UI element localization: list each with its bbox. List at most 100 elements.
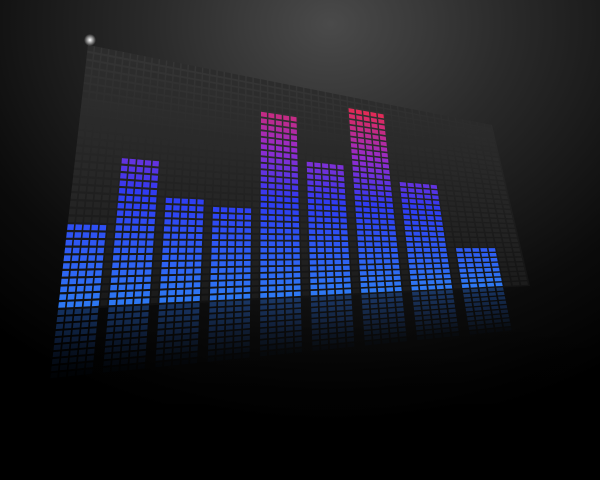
led-off — [157, 197, 165, 203]
led-off — [82, 91, 89, 99]
bar-6-led — [343, 283, 351, 288]
led-off — [230, 147, 237, 153]
led-off — [369, 106, 377, 112]
led-off — [222, 160, 229, 166]
led-off — [105, 87, 112, 94]
bar-7-led — [367, 167, 375, 173]
bar-2-led — [148, 211, 156, 217]
bar-7-led — [366, 150, 373, 156]
bar-8-led — [407, 182, 414, 188]
led-off — [138, 144, 145, 151]
led-off — [490, 147, 497, 152]
led-off — [253, 175, 260, 182]
bar-9-led — [491, 262, 499, 267]
led-off — [394, 138, 402, 143]
bar-3-led — [188, 219, 195, 225]
led-off — [466, 134, 473, 139]
bar-4-led — [236, 234, 243, 240]
led-off — [495, 171, 503, 176]
bar-2-reflection — [125, 306, 133, 312]
led-off — [470, 158, 478, 164]
led-off — [207, 144, 214, 151]
bar-9-led — [476, 273, 484, 277]
led-off — [464, 162, 472, 168]
led-off — [297, 105, 304, 111]
bar-6-led — [330, 176, 337, 181]
bar-6-led — [317, 254, 325, 259]
led-off — [210, 69, 217, 76]
led-off — [465, 207, 472, 212]
bar-5-led — [285, 273, 292, 278]
led-off — [517, 267, 525, 271]
led-off — [221, 193, 228, 199]
led-off — [477, 122, 485, 127]
bar-7-reflection — [361, 299, 369, 304]
bar-3-led — [195, 233, 203, 239]
bar-2-led — [117, 299, 125, 305]
bar-4-reflection — [234, 306, 242, 312]
bar-7-led — [382, 242, 389, 247]
bar-8-led — [441, 258, 449, 263]
bar-7-led — [357, 132, 364, 138]
bar-5-led — [291, 153, 298, 160]
led-off — [479, 243, 487, 247]
bar-8-led — [423, 248, 431, 252]
bar-7-led — [355, 213, 363, 218]
bar-8-led — [418, 275, 426, 280]
led-off — [283, 102, 289, 109]
led-off — [385, 120, 392, 126]
bar-8-led — [418, 210, 426, 215]
led-off — [104, 95, 111, 102]
led-off — [321, 157, 328, 163]
bar-7-led — [364, 224, 372, 230]
led-off — [340, 95, 347, 101]
led-off — [362, 105, 369, 111]
bar-2-led — [120, 165, 128, 172]
bar-5-led — [268, 132, 275, 138]
led-off — [136, 77, 143, 84]
bar-8-led — [413, 231, 421, 236]
bar-4-led — [211, 254, 218, 260]
led-off — [312, 113, 319, 119]
bar-6-led — [332, 218, 339, 223]
bar-6-led — [308, 211, 315, 216]
led-off — [328, 134, 335, 140]
bar-6-led — [331, 194, 338, 199]
bar-6-led — [343, 271, 351, 276]
bar-9-led — [457, 258, 465, 263]
led-off — [168, 154, 175, 161]
bar-9-led — [492, 267, 500, 272]
led-off — [176, 148, 183, 155]
bar-6-led — [342, 265, 350, 270]
led-off — [174, 191, 181, 197]
led-off — [377, 107, 384, 113]
bar-9-led — [464, 253, 473, 257]
led-off — [473, 173, 481, 178]
led-off — [422, 178, 429, 183]
led-off — [451, 131, 458, 137]
bar-8-reflection — [430, 305, 438, 310]
led-off — [117, 112, 125, 119]
bar-7-led — [384, 270, 392, 275]
led-off — [466, 172, 473, 178]
led-off — [192, 129, 200, 135]
led-off — [216, 104, 223, 111]
led-off — [268, 87, 275, 93]
bar-8-reflection — [430, 300, 438, 305]
bar-5-led — [284, 228, 292, 234]
bar-3-led — [160, 276, 168, 282]
bar-1-led — [75, 293, 84, 300]
bar-2-led — [112, 262, 120, 268]
led-off — [85, 131, 92, 138]
led-off — [519, 276, 527, 281]
bar-7-led — [374, 151, 381, 157]
bar-1-led — [64, 247, 72, 254]
led-off — [99, 70, 106, 78]
bar-3-reflection — [184, 303, 192, 309]
led-off — [159, 66, 166, 73]
bar-7-reflection — [395, 297, 403, 302]
bar-7-led — [357, 126, 364, 132]
led-off — [130, 61, 137, 68]
bar-2-led — [137, 247, 145, 253]
bar-6-reflection — [319, 312, 327, 318]
